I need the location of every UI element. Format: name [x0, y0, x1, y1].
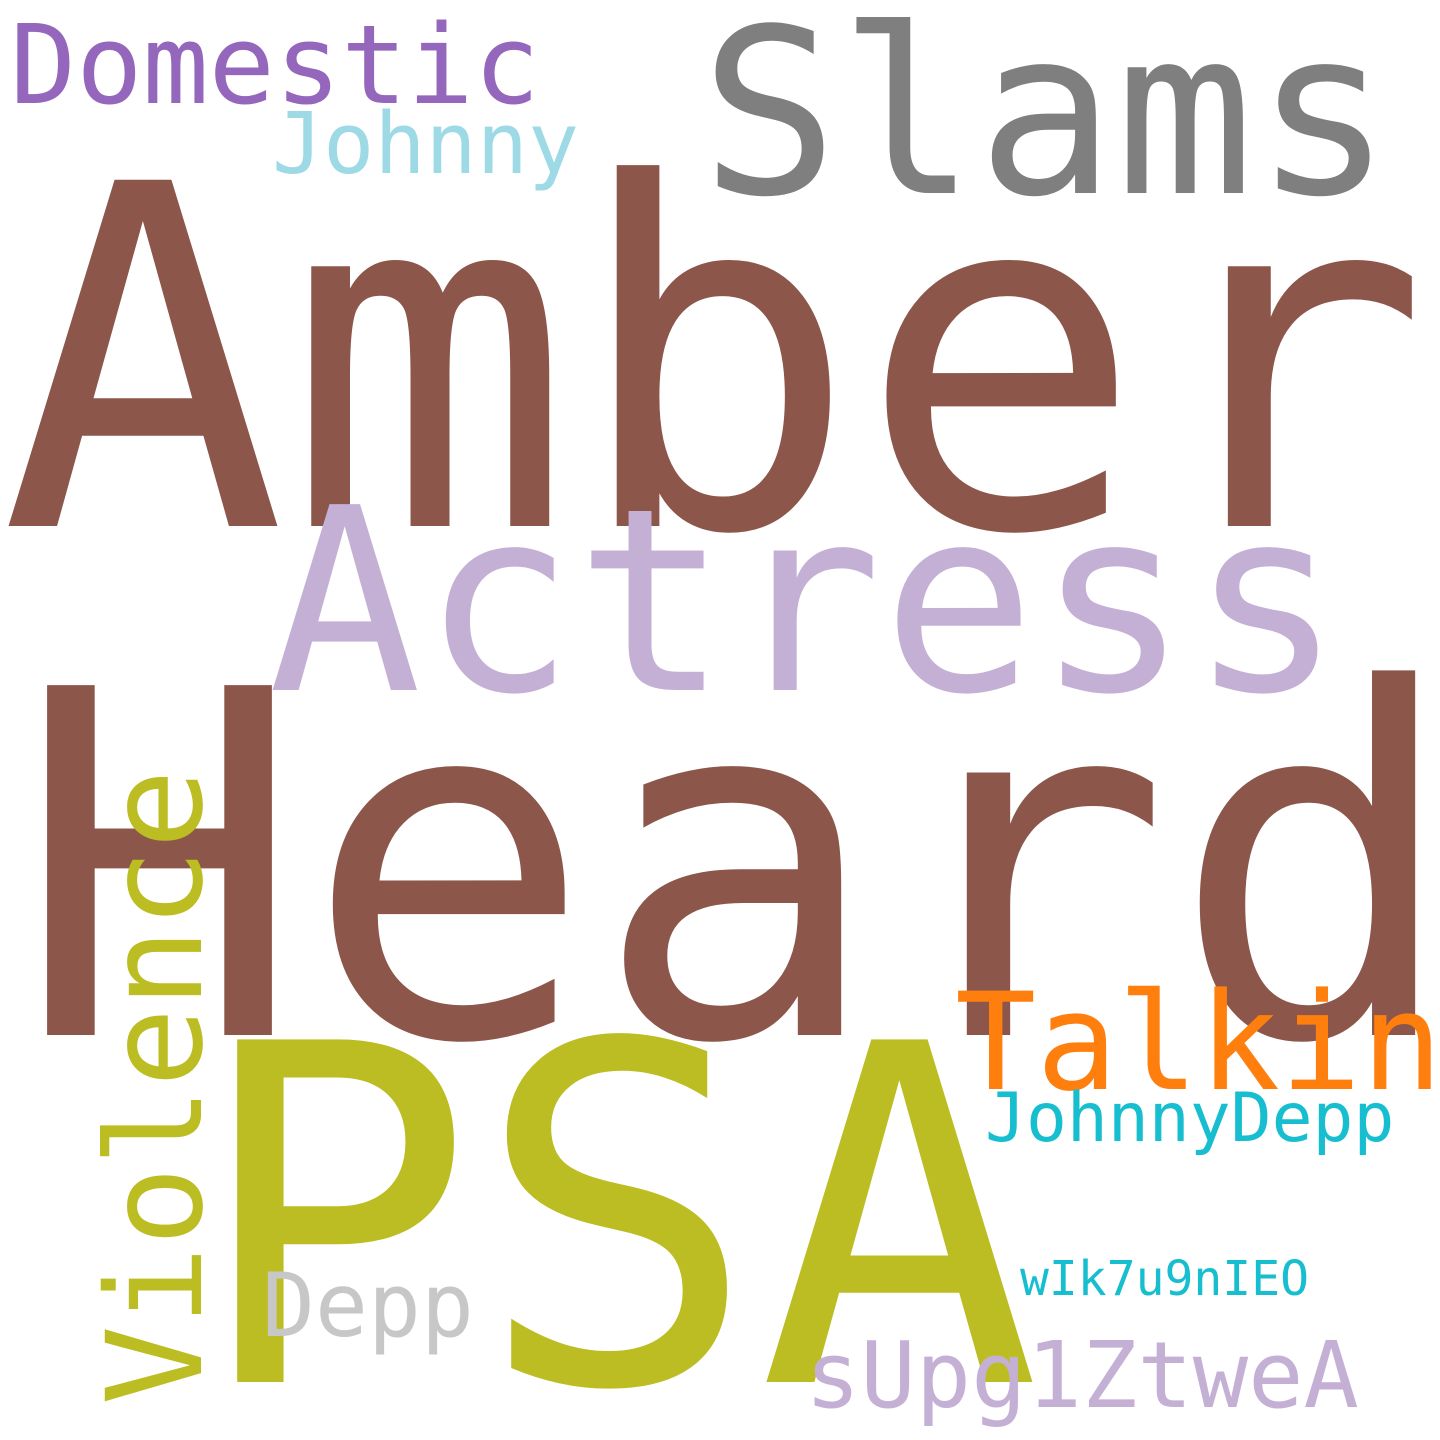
word-supg1ztwea: sUpg1ZtweA: [805, 1322, 1359, 1429]
word-domestic: Domestic: [10, 1, 540, 129]
word-heard: Heard: [15, 590, 1440, 1149]
word-violence: Violence: [79, 769, 233, 1405]
word-amber: Amber: [0, 86, 1430, 639]
word-actress: Actress: [268, 454, 1343, 751]
word-slams: Slams: [700, 0, 1393, 248]
word-talking: Talking: [955, 964, 1440, 1121]
word-johnny: Johnny: [272, 95, 580, 194]
word-psa: PSA: [192, 946, 1041, 1440]
word-depp: Depp: [262, 1254, 474, 1357]
word-wik7u9nieo: wIk7u9nIEO: [1020, 1251, 1309, 1307]
word-johnnydepp: JohnnyDepp: [985, 1079, 1395, 1158]
